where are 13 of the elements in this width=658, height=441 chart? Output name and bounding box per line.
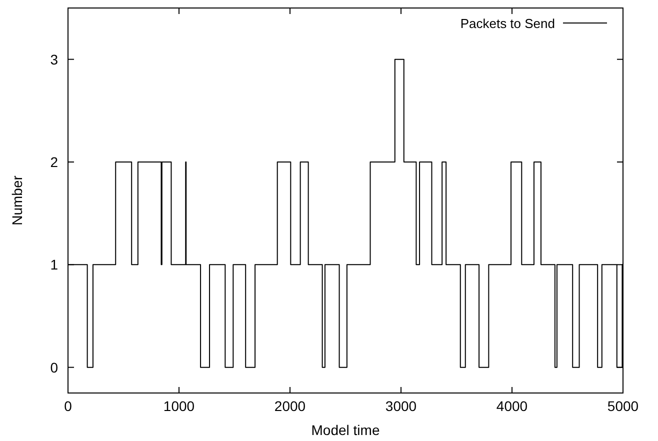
y-tick-label: 0 bbox=[50, 359, 58, 376]
x-tick-label: 2000 bbox=[274, 398, 306, 414]
x-tick-label: 0 bbox=[64, 398, 72, 414]
x-tick-label: 4000 bbox=[496, 398, 528, 414]
x-tick-label: 5000 bbox=[607, 398, 639, 414]
y-axis-title: Number bbox=[9, 175, 25, 226]
x-axis-title: Model time bbox=[311, 422, 380, 438]
y-tick-label: 2 bbox=[50, 154, 58, 170]
x-tick-label: 3000 bbox=[385, 398, 417, 414]
y-tick-label: 3 bbox=[50, 51, 58, 68]
x-tick-label: 1000 bbox=[163, 398, 195, 414]
y-tick-label: 1 bbox=[50, 256, 58, 273]
legend-label: Packets to Send bbox=[460, 16, 555, 31]
